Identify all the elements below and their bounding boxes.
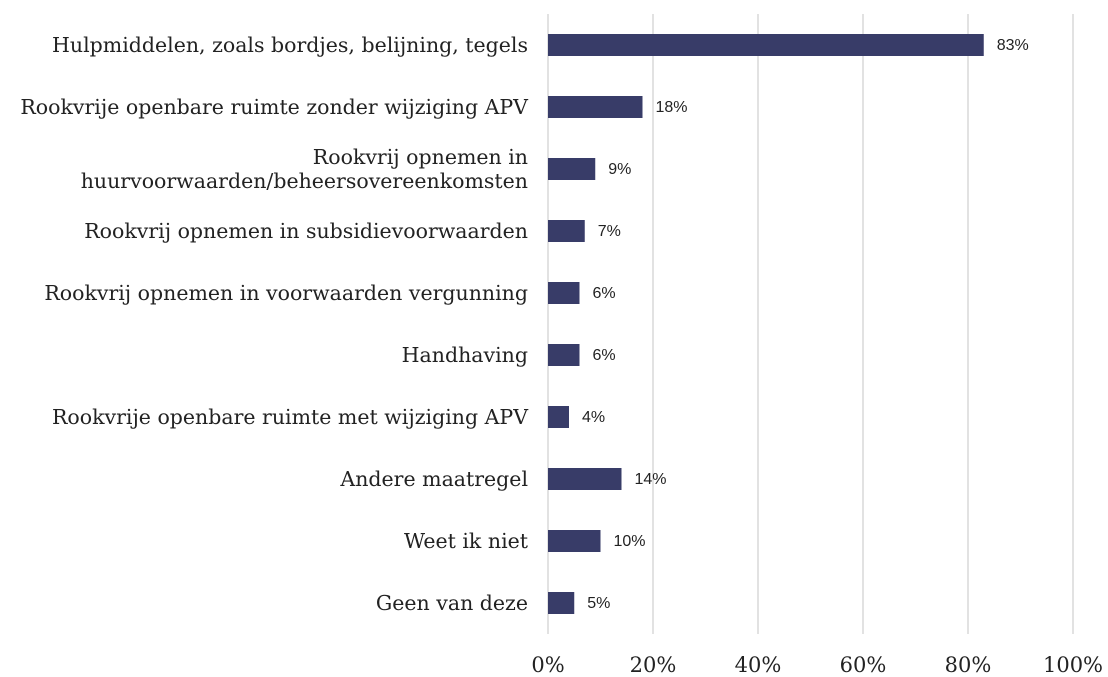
value-label: 18% (656, 99, 688, 116)
category-label: Rookvrij opnemen in voorwaarden vergunni… (44, 281, 528, 305)
category-label: Hulpmiddelen, zoals bordjes, belijning, … (52, 33, 528, 57)
category-label: Andere maatregel (340, 467, 528, 491)
value-label: 5% (587, 595, 610, 612)
bar (548, 282, 580, 304)
category-label: Rookvrije openbare ruimte zonder wijzigi… (20, 95, 528, 119)
value-label: 4% (582, 409, 605, 426)
bar (548, 468, 622, 490)
category-label: Weet ik niet (403, 529, 528, 553)
bar (548, 158, 596, 180)
bar (548, 406, 569, 428)
bar (548, 96, 643, 118)
x-tick-label: 0% (531, 653, 565, 677)
x-tick-label: 40% (734, 653, 782, 677)
x-tick-label: 100% (1042, 653, 1104, 677)
value-label: 6% (593, 285, 616, 302)
x-tick-label: 80% (944, 653, 992, 677)
value-label: 10% (614, 533, 646, 550)
x-tick-label: 20% (629, 653, 677, 677)
category-label: Rookvrij opnemen in subsidievoorwaarden (84, 219, 528, 243)
category-label: Rookvrij opnemen in huurvoorwaarden/behe… (80, 145, 528, 193)
value-label: 6% (593, 347, 616, 364)
value-label: 9% (608, 161, 631, 178)
value-label: 7% (598, 223, 621, 240)
value-label: 14% (635, 471, 667, 488)
bar (548, 530, 601, 552)
bar (548, 592, 575, 614)
bar (548, 344, 580, 366)
value-label: 83% (997, 37, 1029, 54)
bar (548, 34, 984, 56)
bar (548, 220, 585, 242)
category-label: Geen van deze (375, 591, 528, 615)
category-label: Rookvrije openbare ruimte met wijziging … (51, 405, 528, 429)
category-label: Handhaving (401, 343, 528, 367)
x-tick-label: 60% (839, 653, 887, 677)
